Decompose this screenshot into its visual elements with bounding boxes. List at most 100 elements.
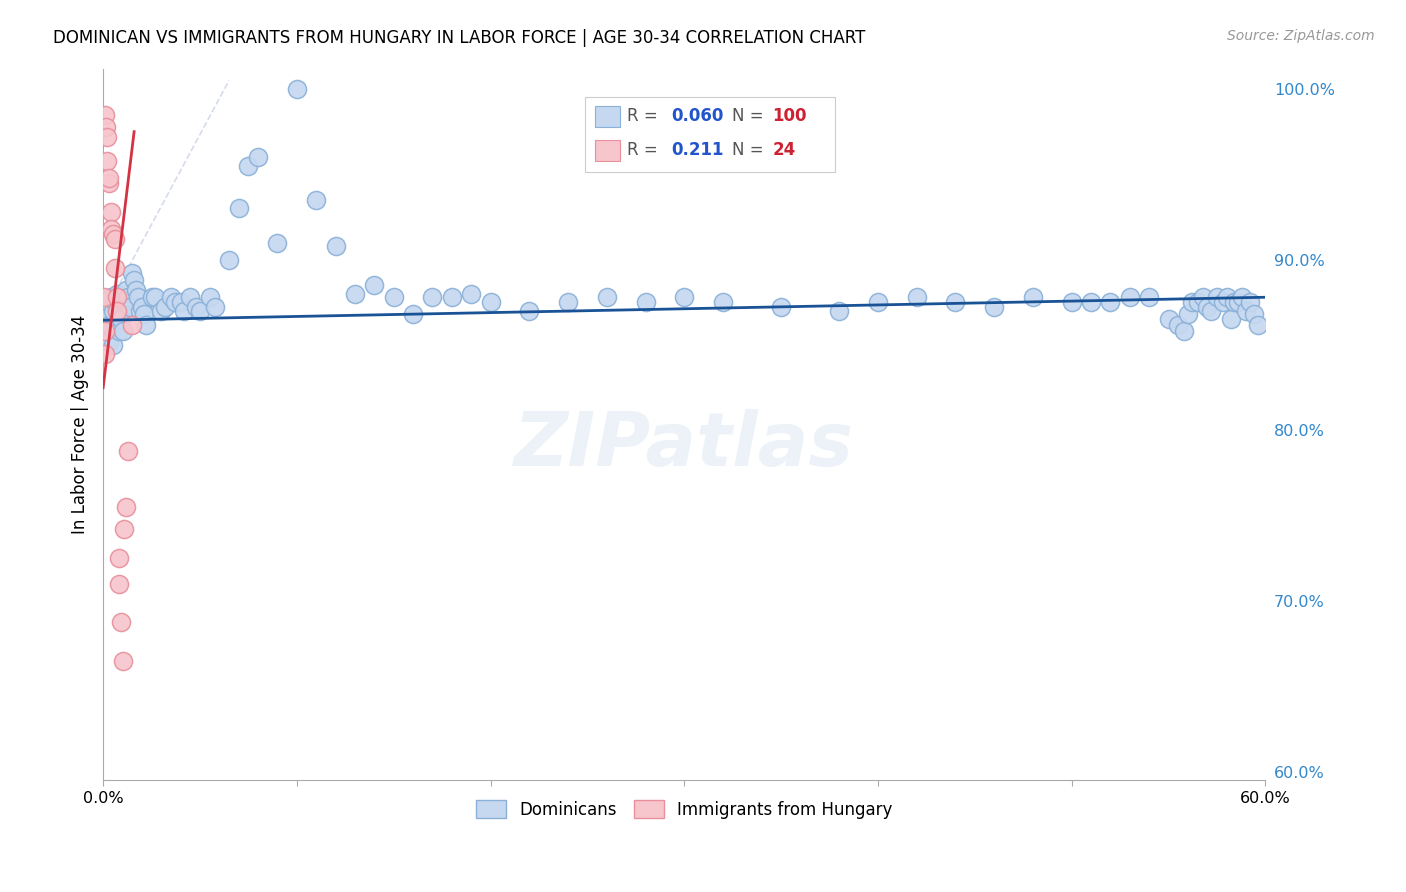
Point	[266, 235, 288, 250]
Point	[1212, 295, 1234, 310]
Point	[105, 304, 128, 318]
Point	[117, 443, 139, 458]
Point	[97, 176, 120, 190]
Point	[634, 295, 657, 310]
Text: 0.060: 0.060	[672, 107, 724, 125]
Point	[114, 295, 136, 310]
Point	[770, 301, 793, 315]
Point	[828, 304, 851, 318]
Point	[1137, 290, 1160, 304]
Text: ZIPatlas: ZIPatlas	[515, 409, 855, 483]
FancyBboxPatch shape	[595, 105, 620, 127]
Point	[184, 301, 207, 315]
Point	[479, 295, 502, 310]
Point	[1157, 312, 1180, 326]
Point	[107, 325, 129, 339]
Point	[198, 290, 221, 304]
Point	[247, 150, 270, 164]
Point	[1080, 295, 1102, 310]
Point	[1215, 290, 1237, 304]
Point	[132, 307, 155, 321]
Point	[100, 318, 122, 332]
Point	[866, 295, 889, 310]
Point	[94, 325, 117, 339]
Point	[422, 290, 444, 304]
Point	[1181, 295, 1204, 310]
Point	[100, 222, 122, 236]
Point	[114, 522, 136, 536]
Point	[1187, 295, 1209, 310]
Point	[97, 170, 120, 185]
Point	[125, 284, 148, 298]
Point	[97, 334, 120, 349]
Point	[1227, 295, 1250, 310]
Point	[117, 290, 139, 304]
Text: Source: ZipAtlas.com: Source: ZipAtlas.com	[1227, 29, 1375, 43]
Point	[93, 290, 115, 304]
Point	[97, 318, 120, 332]
Point	[1192, 290, 1215, 304]
Point	[402, 307, 425, 321]
Point	[115, 500, 138, 515]
Text: 0.211: 0.211	[672, 141, 724, 160]
Point	[557, 295, 579, 310]
FancyBboxPatch shape	[595, 140, 620, 161]
Point	[382, 290, 405, 304]
Point	[135, 318, 157, 332]
Point	[945, 295, 967, 310]
Text: R =: R =	[627, 107, 664, 125]
Text: 100: 100	[773, 107, 807, 125]
Point	[94, 304, 117, 318]
Text: DOMINICAN VS IMMIGRANTS FROM HUNGARY IN LABOR FORCE | AGE 30-34 CORRELATION CHAR: DOMINICAN VS IMMIGRANTS FROM HUNGARY IN …	[53, 29, 866, 46]
Point	[94, 325, 117, 339]
Point	[460, 286, 482, 301]
Text: N =: N =	[733, 141, 769, 160]
Point	[100, 290, 122, 304]
Point	[111, 325, 134, 339]
Point	[94, 346, 117, 360]
Point	[204, 301, 226, 315]
Point	[1223, 295, 1246, 310]
Point	[1197, 301, 1219, 315]
Point	[1119, 290, 1142, 304]
Point	[1167, 318, 1189, 332]
Point	[160, 290, 183, 304]
Point	[105, 290, 128, 304]
Point	[1230, 290, 1253, 304]
Point	[673, 290, 696, 304]
Point	[1206, 290, 1229, 304]
Point	[325, 239, 347, 253]
Point	[1199, 304, 1222, 318]
Point	[343, 286, 366, 301]
Point	[111, 290, 134, 304]
Point	[110, 312, 132, 326]
Point	[1243, 307, 1265, 321]
Point	[101, 338, 124, 352]
Point	[97, 295, 120, 310]
Legend: Dominicans, Immigrants from Hungary: Dominicans, Immigrants from Hungary	[470, 793, 898, 825]
Point	[141, 290, 163, 304]
FancyBboxPatch shape	[585, 97, 835, 172]
Point	[1177, 307, 1199, 321]
Point	[96, 153, 118, 168]
Point	[110, 290, 132, 304]
Point	[107, 577, 129, 591]
Point	[169, 295, 191, 310]
Text: R =: R =	[627, 141, 669, 160]
Point	[1234, 304, 1257, 318]
Point	[596, 290, 619, 304]
Point	[363, 278, 385, 293]
Point	[1060, 295, 1083, 310]
Point	[121, 318, 143, 332]
Point	[1239, 295, 1261, 310]
Point	[101, 227, 124, 241]
Point	[150, 304, 173, 318]
Point	[153, 301, 176, 315]
Point	[101, 304, 124, 318]
Point	[104, 295, 127, 310]
Point	[115, 284, 138, 298]
Point	[983, 301, 1005, 315]
Point	[96, 329, 118, 343]
Point	[120, 301, 142, 315]
Point	[110, 615, 132, 629]
